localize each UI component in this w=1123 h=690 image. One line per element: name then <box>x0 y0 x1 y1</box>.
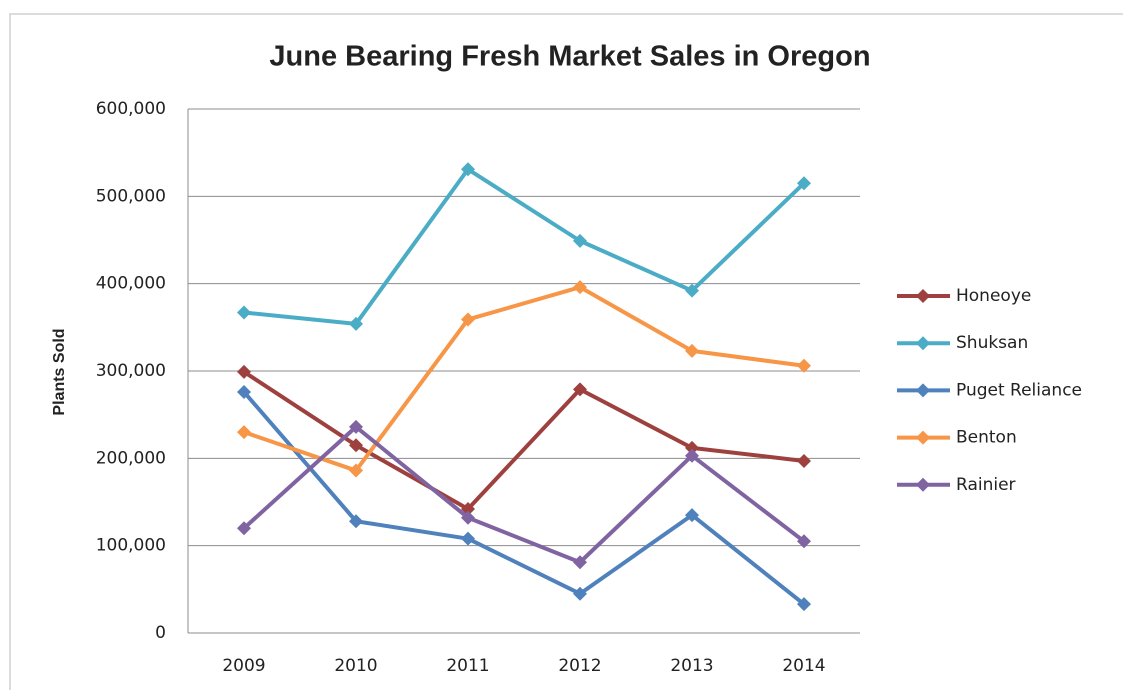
legend-label: Puget Reliance <box>956 380 1082 400</box>
data-point <box>685 343 699 358</box>
y-axis-label: Plants Sold <box>51 328 68 415</box>
chart-frame <box>9 13 1123 690</box>
y-tick-label: 200,000 <box>96 448 166 468</box>
data-point <box>237 384 251 399</box>
data-point <box>349 463 363 478</box>
data-point <box>685 283 699 298</box>
x-tick-label: 2012 <box>558 656 601 676</box>
y-tick-label: 300,000 <box>96 361 166 381</box>
data-point <box>461 162 475 177</box>
series-line <box>243 167 806 326</box>
y-tick-label: 400,000 <box>96 274 166 294</box>
legend-marker <box>916 430 930 445</box>
y-tick-label: 0 <box>155 623 166 643</box>
chart-title: June Bearing Fresh Market Sales in Orego… <box>269 41 870 73</box>
x-tick-label: 2010 <box>334 656 377 676</box>
legend-marker <box>916 336 930 351</box>
data-point <box>797 597 811 612</box>
data-point <box>237 521 251 536</box>
data-point <box>237 364 251 379</box>
data-point <box>461 531 475 546</box>
data-point <box>685 448 699 463</box>
data-point <box>237 425 251 440</box>
data-point <box>237 305 251 320</box>
legend-marker <box>916 289 930 303</box>
data-point <box>461 501 475 516</box>
y-tick-label: 600,000 <box>96 99 166 119</box>
data-point <box>797 534 811 549</box>
data-point <box>461 312 475 327</box>
data-point <box>573 382 587 397</box>
data-point <box>573 555 587 570</box>
legend-marker <box>916 477 930 492</box>
legend-label: Honeoye <box>956 286 1031 306</box>
data-point <box>685 440 699 455</box>
y-tick-label: 500,000 <box>96 186 166 206</box>
series-line <box>242 370 805 511</box>
legend-label: Rainier <box>956 475 1016 495</box>
x-tick-label: 2011 <box>446 656 489 676</box>
legend-label: Benton <box>956 428 1017 448</box>
data-point <box>349 316 363 331</box>
legend-marker <box>916 383 930 398</box>
x-tick-label: 2013 <box>670 656 713 676</box>
data-point <box>573 586 587 601</box>
data-point <box>797 453 811 468</box>
data-point <box>461 510 475 525</box>
x-tick-label: 2009 <box>222 656 265 676</box>
data-point <box>349 419 363 434</box>
data-point <box>349 514 363 529</box>
series-line <box>243 285 805 473</box>
data-point <box>797 358 811 373</box>
series-line <box>242 424 806 565</box>
data-point <box>573 280 587 295</box>
y-tick-label: 100,000 <box>96 536 166 556</box>
data-point <box>797 176 811 191</box>
data-point <box>573 233 587 248</box>
x-tick-label: 2014 <box>782 656 825 676</box>
legend-label: Shuksan <box>956 333 1028 353</box>
data-point <box>685 508 699 523</box>
series-line <box>242 390 806 606</box>
data-point <box>349 438 363 453</box>
